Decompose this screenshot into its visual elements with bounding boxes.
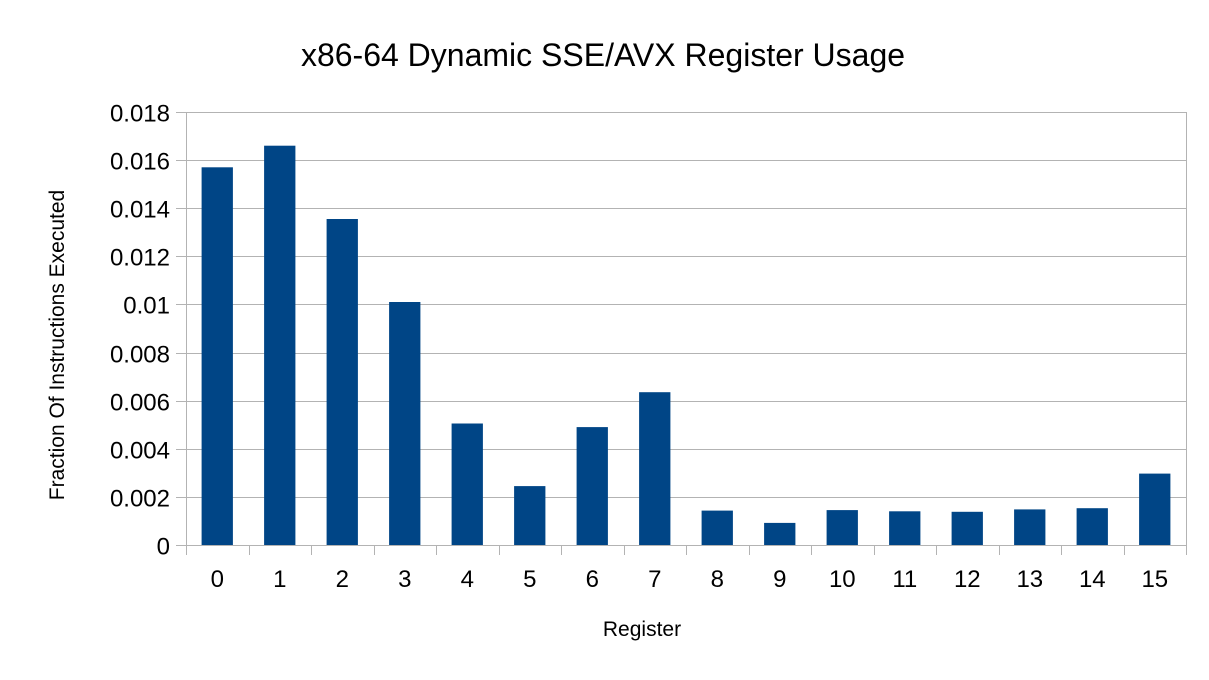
bar-register-7 [639,392,671,545]
x-tick-label: 8 [711,566,724,593]
x-tick-label: 6 [586,566,599,593]
bar-register-15 [1139,473,1171,545]
x-tick-label: 5 [523,566,536,593]
bar-register-12 [951,511,983,545]
x-tick-label: 13 [1016,566,1043,593]
x-tick-label: 4 [461,566,474,593]
x-tick-label: 10 [829,566,856,593]
x-tick-label: 2 [336,566,349,593]
y-tick-label: 0.006 [110,390,170,417]
x-tick-label: 9 [773,566,786,593]
x-axis-ticks: 0 1 2 3 4 5 6 7 8 9 10 11 12 13 14 15 [211,566,1169,593]
x-tick-label: 15 [1141,566,1168,593]
y-tick-label: 0.012 [110,245,170,272]
y-tick-label: 0.004 [110,438,170,465]
x-tick-label: 1 [273,566,286,593]
bar-register-3 [389,302,421,545]
x-tick-label: 14 [1079,566,1106,593]
bars [201,145,1171,546]
x-axis-title: Register [603,618,681,641]
bar-register-14 [1076,508,1108,545]
x-tick-label: 12 [954,566,981,593]
bar-register-2 [326,219,358,545]
x-tick-label: 11 [892,566,917,593]
bar-register-5 [514,486,546,545]
x-tick-label: 3 [398,566,411,593]
chart-title: x86-64 Dynamic SSE/AVX Register Usage [301,37,905,73]
bar-register-1 [264,145,296,545]
bar-register-11 [889,511,921,545]
y-axis-title: Fraction Of Instructions Executed [46,190,69,500]
y-tick-label: 0.016 [110,149,170,176]
x-tick-label: 7 [648,566,661,593]
bar-register-8 [701,510,733,545]
bar-register-9 [764,522,796,545]
y-tick-label: 0.01 [123,293,170,320]
x-tick-label: 0 [211,566,224,593]
bar-register-0 [201,167,233,546]
y-tick-label: 0.018 [110,101,170,128]
y-axis-ticks: 0 0.002 0.004 0.006 0.008 0.01 0.012 0.014 0.016… [110,101,170,561]
bar-register-6 [576,427,608,545]
bar-register-10 [826,510,858,545]
bar-register-4 [451,423,483,545]
y-tick-label: 0.002 [110,486,170,513]
axes [186,112,1187,555]
bar-register-13 [1014,509,1046,545]
y-tick-label: 0.008 [110,342,170,369]
y-tick-label: 0.014 [110,197,170,224]
y-tick-label: 0 [157,534,170,561]
